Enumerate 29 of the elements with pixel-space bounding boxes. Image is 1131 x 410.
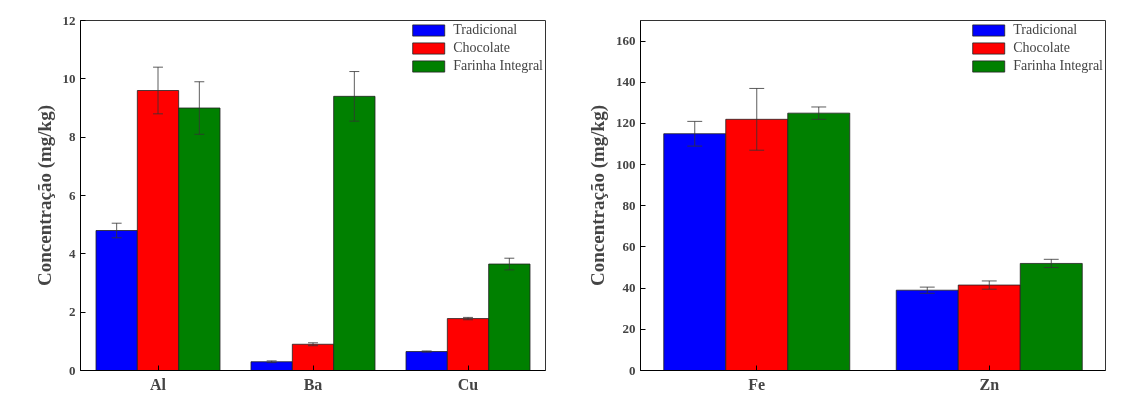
- y-tick-label: 2: [69, 304, 76, 320]
- y-tick-label: 0: [69, 362, 76, 378]
- legend-label: Chocolate: [453, 40, 510, 56]
- y-tick-label: 0: [629, 362, 636, 378]
- legend-label: Farinha Integral: [453, 58, 543, 74]
- x-tick-label: Cu: [457, 375, 479, 393]
- y-tick-label: 8: [69, 129, 76, 145]
- x-tick-label: Zn: [979, 375, 1000, 393]
- legend-label: Tradicional: [1013, 22, 1078, 38]
- y-tick-label: 120: [616, 115, 636, 131]
- y-tick-label: 10: [62, 70, 76, 86]
- legend-label: Farinha Integral: [1013, 58, 1103, 74]
- x-tick-label: Fe: [748, 375, 766, 393]
- y-tick-label: 100: [616, 156, 636, 172]
- y-tick-label: 140: [616, 74, 636, 90]
- y-tick-label: 40: [622, 280, 636, 296]
- y-tick-label: 160: [616, 33, 636, 49]
- x-tick-label: Al: [150, 375, 167, 393]
- x-tick-label: Ba: [303, 375, 323, 393]
- y-tick-label: 4: [69, 245, 76, 261]
- y-tick-label: 6: [69, 187, 76, 203]
- y-tick-label: 20: [622, 321, 636, 337]
- y-tick-label: 80: [622, 197, 636, 213]
- legend-label: Tradicional: [453, 22, 518, 38]
- y-axis-title: Concentração (mg/kg): [587, 105, 609, 286]
- y-tick-label: 12: [62, 12, 76, 28]
- y-tick-label: 60: [622, 238, 636, 254]
- legend-label: Chocolate: [1013, 40, 1070, 56]
- y-axis-title: Concentração (mg/kg): [33, 105, 56, 286]
